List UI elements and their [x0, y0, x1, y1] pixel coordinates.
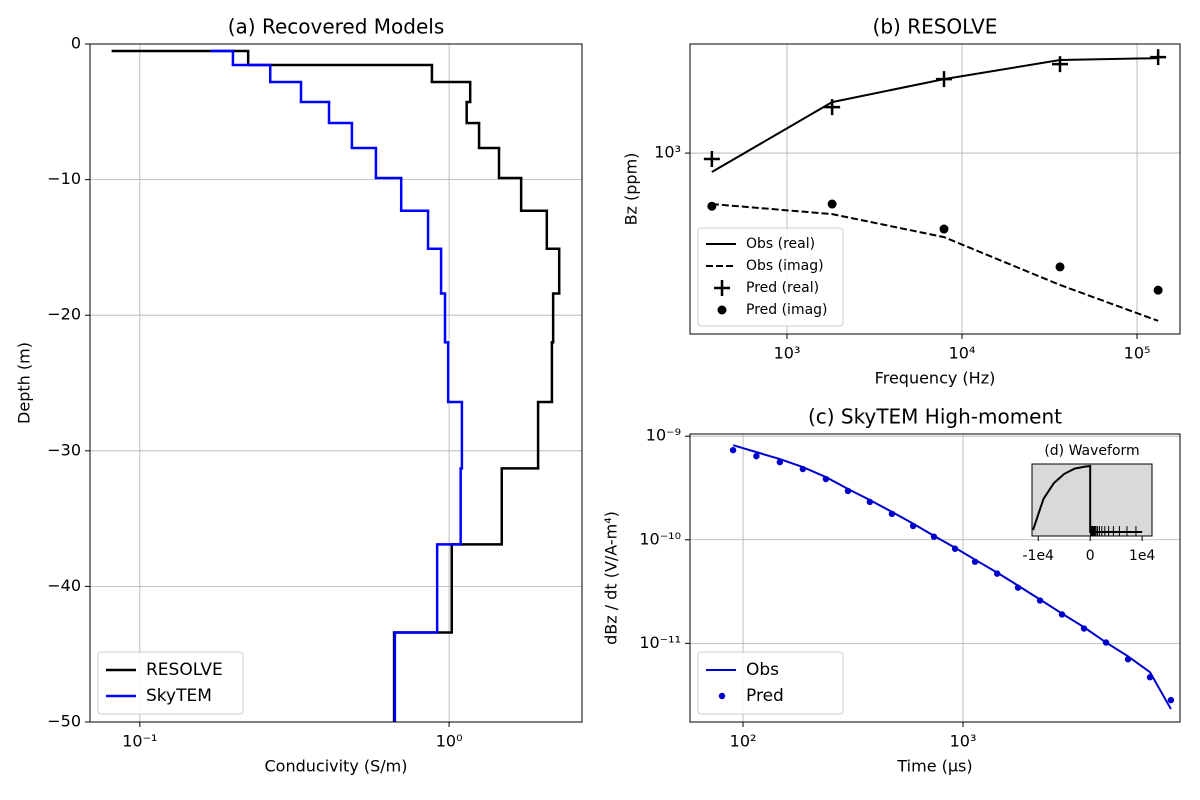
marker-dot: [729, 446, 737, 454]
x-tick-label: 10³: [774, 344, 801, 363]
marker-dot: [1080, 625, 1088, 632]
y-tick-label: −40: [47, 576, 81, 595]
x-tick-label: 10⁵: [1124, 344, 1151, 363]
legend-swatch: [714, 280, 730, 296]
marker-dot: [930, 533, 938, 540]
x-axis-label: Conducivity (S/m): [265, 757, 408, 776]
y-axis-label: Depth (m): [15, 342, 34, 424]
chart-title: (d) Waveform: [1044, 443, 1139, 459]
x-tick-label: 10³: [950, 732, 977, 751]
legend-label: RESOLVE: [146, 660, 223, 680]
marker-dot: [1167, 696, 1175, 704]
marker-plus: [1150, 49, 1167, 66]
x-tick-label: 10⁻¹: [122, 732, 157, 751]
marker-dot: [1124, 656, 1132, 663]
frame: [1031, 463, 1153, 537]
panel: -1e4 0 1e4 (d) Waveform: [1022, 443, 1155, 564]
plot-area: [90, 44, 582, 722]
marker-plus: [824, 99, 841, 116]
marker-plus: [703, 151, 720, 168]
legend-box: [697, 227, 844, 327]
legend-label: Pred (imag): [746, 302, 828, 318]
x-tick-label: 1e4: [1129, 548, 1156, 564]
marker-dot: [799, 465, 807, 473]
x-tick-label: 10⁴: [949, 344, 976, 363]
legend: RESOLVE SkyTEM: [97, 651, 244, 715]
frame: [689, 43, 1181, 335]
marker-dot: [888, 510, 896, 518]
x-tick-label: 10²: [730, 732, 757, 751]
x-axis-label: Time (μs): [896, 757, 972, 776]
panel: 10⁻¹ 10⁰ 0 −10 −20 −30 −40 −50 (a) Recovered Mod…: [15, 15, 583, 776]
legend-label: SkyTEM: [146, 686, 212, 706]
y-tick-label: −10: [47, 169, 81, 188]
y-tick-label: 0: [71, 34, 81, 53]
marker-dot: [951, 545, 959, 552]
x-tick-label: -1e4: [1022, 548, 1054, 564]
x-tick-label: 0: [1086, 548, 1095, 564]
marker-plus: [1052, 56, 1069, 73]
marker-dot: [909, 522, 917, 530]
marker-dot: [866, 498, 874, 506]
marker-dot: [1055, 262, 1065, 272]
legend-box: [97, 651, 244, 715]
y-axis-label: Bz (ppm): [622, 153, 641, 226]
x-tick-label: 10⁰: [436, 732, 463, 751]
legend: Obs (real) Obs (imag) Pred (real) Pred (ima…: [697, 227, 844, 327]
marker-dot: [1102, 639, 1110, 646]
marker-dot: [939, 224, 949, 234]
marker-dot: [776, 458, 784, 466]
marker-dot: [827, 199, 837, 209]
legend-label: Obs (real): [746, 236, 815, 252]
legend-label: Obs (imag): [746, 258, 824, 274]
y-tick-label: −50: [47, 712, 81, 731]
legend-swatch: [718, 692, 726, 700]
y-tick-label: 10³: [654, 143, 681, 162]
legend-label: Pred: [746, 686, 784, 706]
frame: [689, 433, 1181, 723]
frame: [89, 43, 583, 723]
marker-dot: [1146, 674, 1154, 681]
legend-label: Pred (real): [746, 280, 819, 296]
panel: 10³ 10⁴ 10⁵ 10³ (b) RESOLVE Frequency (Hz) Bz …: [622, 15, 1181, 388]
chart-title: (b) RESOLVE: [873, 15, 998, 39]
x-axis-label: Frequency (Hz): [875, 369, 996, 388]
marker-dot: [753, 452, 760, 460]
marker-dot: [971, 558, 979, 565]
panel: 10² 10³ 10⁻⁹ 10⁻¹⁰ 10⁻¹¹ (c) SkyTEM High-mome…: [602, 405, 1181, 776]
chart-title: (c) SkyTEM High-moment: [808, 405, 1062, 429]
y-tick-label: −20: [47, 305, 81, 324]
y-tick-label: −30: [47, 440, 81, 459]
data-line: [1032, 464, 1143, 534]
marker-dot: [822, 475, 830, 483]
marker-dot: [1153, 285, 1163, 295]
legend: Obs Pred: [697, 651, 844, 715]
legend-label: Obs: [746, 660, 779, 680]
marker-dot: [1058, 611, 1066, 618]
marker-plus: [936, 71, 953, 88]
data-line: [711, 203, 1159, 322]
y-tick-label: 10⁻¹⁰: [639, 529, 681, 548]
legend-swatch: [717, 305, 727, 315]
chart-title: (a) Recovered Models: [228, 15, 445, 39]
y-tick-label: 10⁻¹¹: [639, 633, 681, 652]
plot-area: [1032, 464, 1152, 536]
y-axis-label: dBz / dt (V/A-m⁴): [602, 511, 621, 645]
marker-dot: [707, 201, 717, 211]
y-tick-label: 10⁻⁹: [646, 426, 681, 445]
marker-dot: [844, 487, 852, 495]
legend-box: [697, 651, 844, 715]
marker-dot: [1036, 597, 1044, 604]
marker-dot: [993, 570, 1001, 577]
marker-dot: [1014, 584, 1022, 591]
